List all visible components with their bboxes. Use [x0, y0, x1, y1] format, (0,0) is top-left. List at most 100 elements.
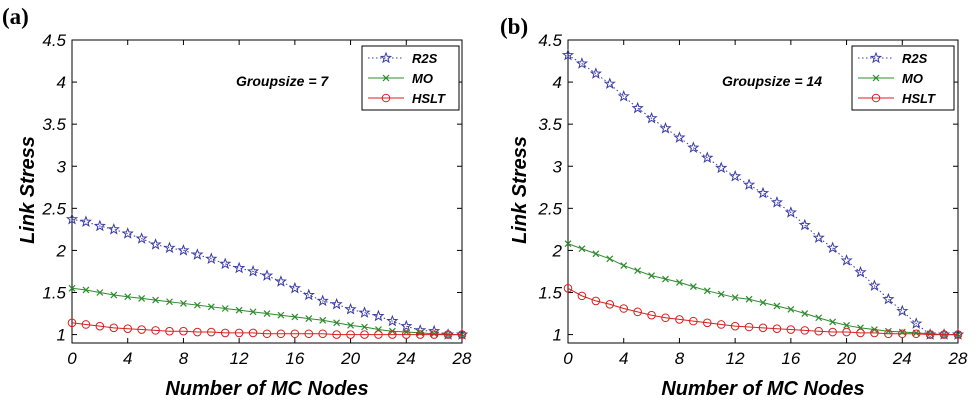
data-point-mo — [787, 305, 795, 313]
data-point-r2s — [715, 161, 728, 174]
data-point-mo — [676, 278, 683, 286]
legend-marker-r2s — [379, 51, 393, 64]
axes-frame — [567, 39, 959, 344]
data-point-r2s — [826, 241, 839, 254]
data-point-mo — [263, 310, 271, 317]
data-point-r2s — [854, 265, 867, 278]
data-point-hslt — [388, 330, 397, 339]
panel-label: (b) — [500, 14, 528, 39]
data-point-r2s — [219, 257, 232, 270]
data-point-r2s — [770, 196, 784, 208]
x-tick-label: 8 — [179, 349, 189, 368]
data-point-hslt — [591, 296, 601, 306]
data-point-mo — [578, 245, 586, 253]
y-tick-label: 3 — [57, 157, 67, 176]
x-tick-label: 28 — [452, 349, 472, 368]
x-tick-label: 16 — [781, 349, 800, 368]
data-point-r2s — [575, 57, 589, 69]
data-point-r2s — [205, 252, 218, 265]
series-line-hslt — [71, 322, 462, 336]
data-point-mo — [731, 294, 739, 301]
data-point-hslt — [346, 330, 355, 339]
legend: R2S MO HSLT — [851, 45, 955, 111]
data-point-mo — [235, 306, 243, 314]
data-point-mo — [759, 299, 767, 307]
legend-label-r2s: R2S — [902, 51, 928, 66]
legend-label-hslt: HSLT — [902, 91, 936, 106]
x-tick-label: 20 — [340, 349, 360, 368]
data-point-r2s — [812, 231, 825, 243]
data-point-mo — [138, 294, 146, 302]
data-point-hslt — [884, 329, 893, 339]
data-point-hslt — [81, 320, 91, 329]
data-point-r2s — [260, 269, 274, 281]
x-tick-label: 16 — [285, 349, 304, 368]
plot-area: 0 4 8 12 16 20 24 28 1 1.5 2 2.5 3 3.5 4 4.5 — [537, 31, 968, 368]
data-point-hslt — [318, 329, 328, 339]
data-point-r2s — [589, 67, 602, 79]
x-tick-label: 28 — [948, 349, 968, 368]
data-point-mo — [96, 289, 104, 296]
legend-marker-mo — [872, 74, 880, 82]
data-point-mo — [166, 298, 173, 306]
data-point-r2s — [617, 89, 630, 102]
x-tick-label: 0 — [563, 349, 573, 368]
legend-box — [851, 45, 955, 111]
data-point-hslt — [443, 330, 453, 339]
data-point-r2s — [246, 265, 260, 277]
data-point-mo — [773, 302, 781, 310]
data-point-r2s — [910, 317, 923, 329]
data-point-mo — [305, 315, 313, 323]
data-point-mo — [180, 300, 187, 307]
legend-marker-hslt — [381, 93, 391, 103]
data-point-hslt — [360, 330, 369, 339]
data-point-r2s — [177, 243, 190, 256]
data-point-hslt — [248, 328, 258, 338]
series-line-hslt — [567, 287, 958, 336]
data-point-hslt — [206, 327, 216, 337]
legend-label-r2s: R2S — [412, 51, 438, 66]
data-point-r2s — [233, 261, 246, 274]
data-point-mo — [689, 283, 697, 291]
x-tick-label: 12 — [726, 349, 745, 368]
y-axis-label: Link Stress — [509, 136, 531, 244]
y-axis-label: Link Stress — [17, 136, 39, 244]
data-point-mo — [430, 330, 438, 338]
data-point-mo — [249, 308, 257, 316]
x-axis-label: Number of MC Nodes — [165, 378, 368, 400]
data-point-mo — [110, 291, 118, 299]
data-point-r2s — [868, 279, 881, 291]
data-point-mo — [361, 323, 368, 331]
data-point-r2s — [330, 297, 343, 310]
plot-area: 0 4 8 12 16 20 24 28 1 1.5 2 2.5 3 3.5 4 4.5 — [41, 31, 472, 368]
data-point-mo — [815, 314, 823, 322]
data-point-mo — [620, 262, 628, 269]
data-point-mo — [564, 240, 572, 248]
data-point-r2s — [631, 101, 644, 114]
data-point-r2s — [386, 314, 399, 327]
data-point-mo — [333, 319, 341, 327]
data-point-r2s — [79, 215, 93, 228]
data-point-mo — [68, 284, 76, 292]
data-point-hslt — [939, 330, 949, 339]
data-point-mo — [347, 321, 354, 329]
data-point-hslt — [800, 326, 810, 335]
data-point-r2s — [302, 288, 315, 301]
series-mo — [564, 240, 962, 339]
data-point-mo — [648, 272, 655, 280]
y-tick-label: 4.5 — [42, 31, 66, 50]
data-point-hslt — [123, 324, 133, 333]
data-point-r2s — [121, 227, 134, 239]
data-point-r2s — [673, 131, 686, 143]
data-point-hslt — [332, 330, 341, 339]
data-point-mo — [606, 255, 614, 263]
data-point-hslt — [577, 291, 587, 301]
data-point-hslt — [276, 329, 286, 339]
data-point-mo — [801, 310, 809, 317]
x-tick-label: 24 — [396, 349, 416, 368]
data-point-hslt — [304, 329, 314, 339]
data-point-hslt — [633, 307, 642, 317]
data-point-r2s — [687, 141, 700, 153]
legend: R2S MO HSLT — [361, 45, 460, 111]
axes-frame — [71, 39, 463, 344]
